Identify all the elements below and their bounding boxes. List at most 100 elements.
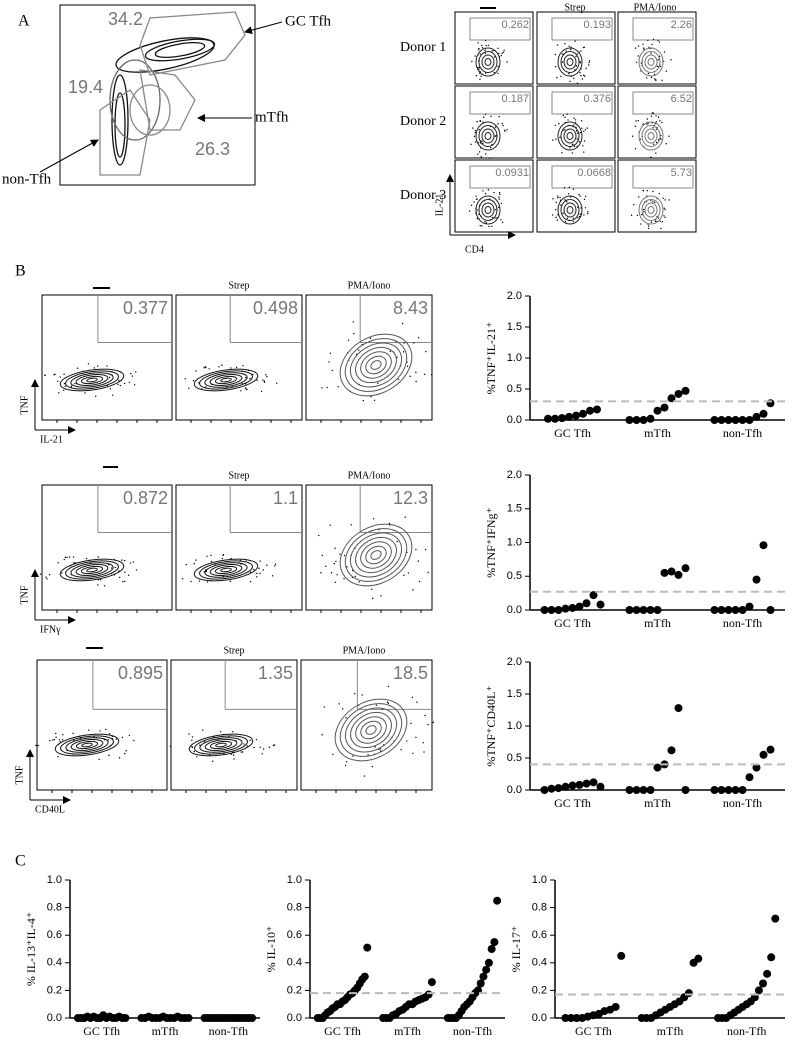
gate <box>551 165 613 189</box>
event-dot <box>55 732 57 735</box>
axis-label: CD40L <box>35 804 65 815</box>
event-dot <box>502 51 505 53</box>
dot <box>724 606 733 614</box>
event-dot <box>498 52 500 55</box>
event-dot <box>326 386 328 389</box>
event-dot <box>276 382 278 384</box>
event-dot <box>332 753 334 756</box>
event-dot <box>358 581 360 583</box>
event-dot <box>358 349 360 351</box>
event-dot <box>354 575 356 578</box>
event-dot <box>634 148 637 150</box>
event-dot <box>240 751 242 753</box>
dot <box>752 575 761 584</box>
event-dot <box>130 372 132 375</box>
y-tick-label: 2.0 <box>507 290 522 302</box>
contour <box>59 368 125 392</box>
event-dot <box>474 131 477 134</box>
contour <box>365 355 387 375</box>
event-dot <box>372 518 375 520</box>
contour <box>70 739 104 751</box>
event-dot <box>253 746 255 749</box>
event-dot <box>222 553 225 556</box>
event-dot <box>64 385 66 388</box>
flow-frame <box>41 294 173 421</box>
column-header: Strep <box>228 470 249 481</box>
event-dot <box>62 734 64 736</box>
dot <box>121 1014 130 1022</box>
event-dot <box>479 119 481 122</box>
event-dot <box>188 387 190 390</box>
gate <box>632 91 694 115</box>
event-dot <box>585 67 587 70</box>
event-dot <box>232 731 234 733</box>
event-dot <box>491 50 493 52</box>
event-dot <box>481 140 483 142</box>
event-dot <box>240 390 242 392</box>
event-dot <box>407 572 410 574</box>
gate <box>469 17 531 41</box>
arrow <box>244 21 283 35</box>
x-tick-label: mTfh <box>644 616 671 630</box>
event-dot <box>573 124 575 126</box>
y-tick-label: 0.8 <box>47 902 62 914</box>
event-dot <box>188 733 190 735</box>
event-dot <box>573 145 576 147</box>
contour <box>647 132 655 140</box>
event-dot <box>633 203 635 206</box>
dot <box>589 591 598 600</box>
gate-value: 0.376 <box>583 93 611 105</box>
contour <box>334 698 408 762</box>
contour <box>647 206 655 214</box>
event-dot <box>415 380 417 383</box>
event-dot <box>338 703 340 705</box>
event-dot <box>555 216 557 219</box>
event-dot <box>371 765 374 768</box>
event-dot <box>55 736 57 738</box>
y-tick-label: 1.0 <box>287 874 302 886</box>
contour <box>563 128 577 144</box>
event-dot <box>208 368 210 370</box>
contour <box>557 121 583 151</box>
contour <box>65 560 119 580</box>
event-dot <box>350 524 352 526</box>
dot <box>724 786 733 794</box>
event-dot <box>658 192 661 195</box>
event-dot <box>402 351 405 353</box>
y-tick-label: 0.2 <box>287 984 302 996</box>
dot <box>554 784 563 793</box>
contour <box>478 51 498 73</box>
gate-value: 0.872 <box>123 488 168 508</box>
column-header: PMA/Iono <box>348 280 391 291</box>
event-dot <box>475 198 478 200</box>
event-dot <box>473 201 475 203</box>
event-dot <box>97 556 99 558</box>
event-dot <box>424 714 426 717</box>
contour <box>193 558 259 582</box>
event-dot <box>642 47 645 49</box>
event-dot <box>484 221 486 223</box>
dot <box>694 954 703 963</box>
dot <box>752 412 761 421</box>
b-headers <box>86 287 118 649</box>
dot <box>363 943 372 952</box>
event-dot <box>401 322 404 325</box>
event-dot <box>564 43 566 45</box>
event-dot <box>494 126 497 128</box>
gate-value: 18.5 <box>393 663 428 683</box>
event-dot <box>45 576 47 578</box>
contour <box>75 564 109 576</box>
dot <box>681 564 690 573</box>
event-dot <box>658 41 661 43</box>
event-dot <box>63 373 65 376</box>
event-dot <box>318 534 320 537</box>
dot <box>717 416 726 424</box>
dot <box>731 606 740 614</box>
event-dot <box>411 696 414 698</box>
dot <box>653 606 662 614</box>
event-dot <box>334 547 336 549</box>
event-dot <box>503 129 506 131</box>
contour <box>370 550 382 560</box>
gating-contours <box>109 37 216 166</box>
y-tick-label: 0.0 <box>507 414 522 426</box>
